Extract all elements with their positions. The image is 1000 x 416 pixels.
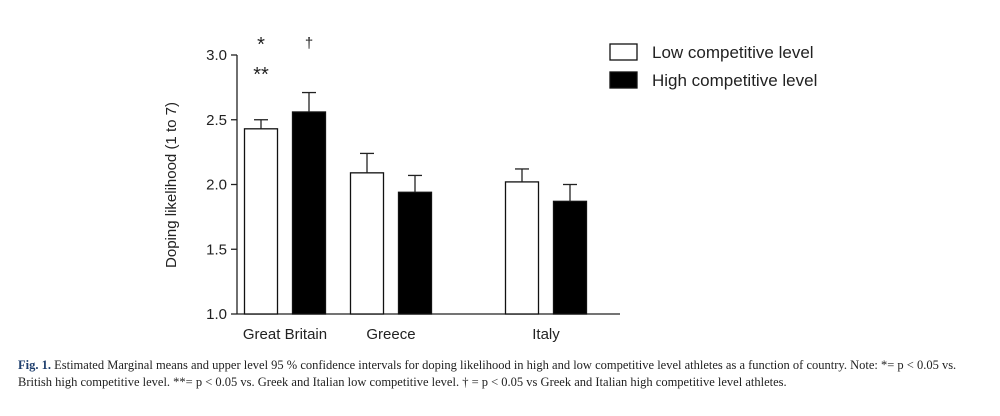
figure-caption: Fig. 1. Estimated Marginal means and upp… — [18, 357, 986, 391]
bar — [397, 191, 433, 315]
y-axis: 1.0 1.5 2.0 2.5 3.0 Doping likelihood (1 to 7… — [163, 47, 238, 323]
y-axis-label: Doping likelihood (1 to 7) — [163, 102, 180, 268]
bar-chart: 1.0 1.5 2.0 2.5 3.0 Doping likelihood (1 to 7… — [163, 34, 817, 343]
legend-swatch — [609, 71, 638, 89]
significance-marker: † — [305, 35, 313, 52]
bars — [243, 91, 588, 315]
y-tick-label: 1.5 — [206, 241, 227, 258]
bar — [349, 172, 385, 315]
significance-marker: * — [257, 34, 265, 56]
bar — [504, 181, 540, 315]
caption-text: Estimated Marginal means and upper level… — [18, 358, 957, 389]
bar — [291, 111, 327, 315]
significance-annotations: ***† — [253, 34, 313, 86]
significance-marker: ** — [253, 64, 269, 86]
x-tick-label: Italy — [532, 326, 560, 343]
legend: Low competitive level High competitive le… — [609, 43, 817, 90]
x-axis: Great Britain Greece Italy — [237, 313, 620, 343]
bar — [552, 200, 588, 315]
y-tick-label: 2.0 — [206, 177, 227, 194]
bar — [243, 128, 279, 315]
x-tick-label: Greece — [366, 326, 415, 343]
y-tick-label: 3.0 — [206, 47, 227, 64]
caption-label: Fig. 1. — [18, 358, 51, 372]
y-tick-label: 1.0 — [206, 306, 227, 323]
legend-label: Low competitive level — [652, 43, 814, 62]
y-tick-label: 2.5 — [206, 112, 227, 129]
x-tick-label: Great Britain — [243, 326, 327, 343]
legend-label: High competitive level — [652, 71, 817, 90]
legend-swatch — [609, 43, 638, 61]
